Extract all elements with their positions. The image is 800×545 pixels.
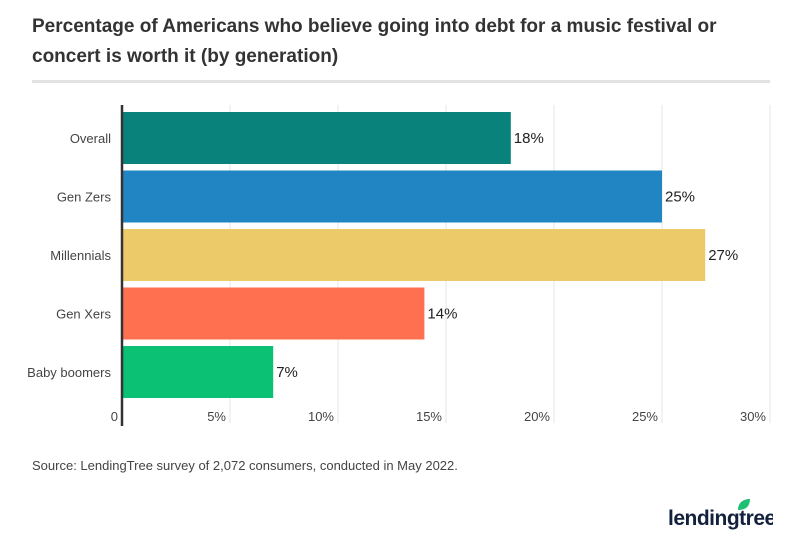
chart-title: Percentage of Americans who believe goin… xyxy=(32,16,717,67)
category-label: Millennials xyxy=(50,248,111,263)
x-tick-label: 15% xyxy=(416,409,442,424)
svg-text:lendingtree: lendingtree xyxy=(668,507,773,530)
source-note: Source: LendingTree survey of 2,072 cons… xyxy=(32,458,458,473)
x-tick-label: 30% xyxy=(740,409,766,424)
data-label: 7% xyxy=(276,364,298,381)
category-label: Overall xyxy=(70,131,111,146)
leaf-icon xyxy=(738,499,750,510)
category-label: Gen Zers xyxy=(57,190,112,205)
x-tick-label: 5% xyxy=(207,409,226,424)
category-label: Baby boomers xyxy=(27,365,111,380)
data-label: 27% xyxy=(708,247,738,264)
bar-gen-zers xyxy=(122,170,662,223)
data-label: 14% xyxy=(427,306,457,323)
bar-overall xyxy=(122,112,511,164)
data-label: 25% xyxy=(665,189,695,206)
x-tick-label: 0 xyxy=(111,409,118,424)
x-tick-label: 10% xyxy=(308,409,334,424)
lendingtree-logo: lendingtree xyxy=(668,499,773,530)
title-divider xyxy=(32,80,770,83)
bar-gen-xers xyxy=(122,287,425,340)
bar-millennials xyxy=(122,229,706,281)
x-tick-label: 20% xyxy=(524,409,550,424)
x-tick-label: 25% xyxy=(632,409,658,424)
bar-baby-boomers xyxy=(122,346,274,398)
data-label: 18% xyxy=(514,130,544,147)
category-label: Gen Xers xyxy=(56,307,111,322)
